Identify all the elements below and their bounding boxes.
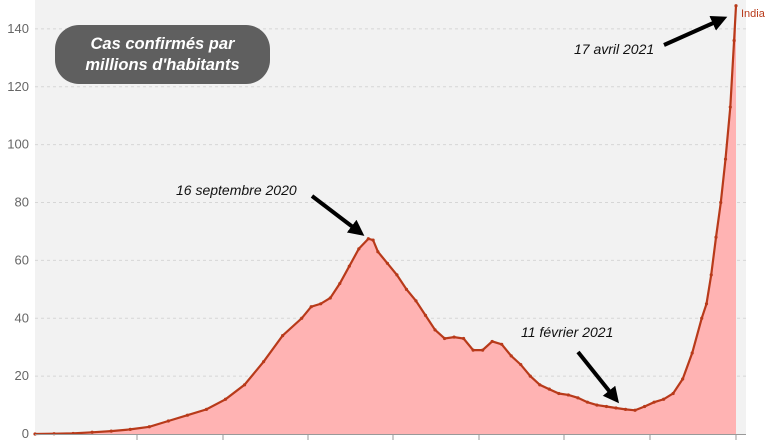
series-label-india: India [741,8,766,20]
data-point [614,406,618,410]
data-point [471,348,475,352]
data-point [357,247,361,251]
arrow-low-february-2021 [576,350,619,404]
arrow-peak-april-2021 [663,15,728,47]
data-point [128,427,132,431]
y-tick-label: 40 [15,310,29,325]
y-tick-label: 120 [7,79,29,94]
data-point [328,296,332,300]
data-point [719,200,723,205]
data-point [147,425,151,429]
data-point [442,336,447,341]
data-point [681,377,685,381]
data-point [509,354,513,358]
series-area-fill [35,5,736,435]
data-point [723,157,728,161]
chart-title-badge: Cas confirmés par millions d'habitants [55,25,270,84]
data-point [347,264,351,268]
data-point [223,397,228,401]
data-point [166,419,170,423]
data-point [557,391,561,396]
y-tick-label: 60 [15,252,29,267]
annotation-low-february-2021: 11 février 2021 [521,324,613,340]
data-point [633,408,637,412]
data-point [309,305,313,309]
data-point [385,261,390,265]
data-point [547,387,551,391]
data-point [642,404,647,409]
data-point [90,430,94,434]
data-point [585,400,590,404]
y-tick-label: 80 [15,195,29,210]
arrow-peak-september-2020 [310,194,365,236]
x-axis [35,434,746,440]
data-point [319,302,323,306]
data-point [452,335,456,339]
data-point [595,403,599,407]
chart-title-line-2: millions d'habitants [85,55,240,74]
data-point [538,383,542,387]
data-point [623,407,628,412]
data-point [500,342,504,346]
data-point [671,391,675,396]
data-point [519,362,523,367]
annotation-peak-april-2021: 17 avril 2021 [574,41,654,57]
data-point [662,397,666,401]
data-point [528,374,532,378]
data-point [366,237,370,241]
y-tick-label: 0 [22,426,29,440]
data-point [204,407,209,412]
data-point [433,328,437,332]
y-tick-label: 100 [7,137,29,152]
data-point [281,334,285,338]
data-point [566,393,570,397]
y-tick-label: 140 [7,21,29,36]
data-point [338,281,342,286]
data-point [728,105,732,109]
data-point [371,238,375,242]
series-points [33,4,738,436]
data-point [300,316,304,320]
data-point [704,302,709,306]
y-axis-ticks: 0 20 40 60 80 100 120 140 [7,21,29,440]
annotation-peak-september-2020: 16 septembre 2020 [176,182,297,198]
data-point [261,360,266,364]
data-point [576,396,580,400]
data-point [109,429,113,433]
data-point [462,336,466,341]
data-point [490,339,494,344]
data-point [414,299,418,303]
data-point [376,250,380,254]
data-point [732,38,736,43]
chart-title-line-1: Cas confirmés par [90,34,235,53]
data-point [652,400,656,404]
data-point [404,287,409,291]
data-point [690,351,694,355]
series-line [34,5,738,436]
data-point [185,413,189,417]
data-point [423,313,428,317]
data-point [709,273,713,277]
y-tick-label: 20 [15,368,29,383]
data-point [714,235,718,239]
data-point [734,4,738,8]
data-point [395,273,399,277]
data-point [242,383,247,387]
data-point [604,404,609,409]
data-point [700,316,704,320]
data-point [481,348,485,352]
